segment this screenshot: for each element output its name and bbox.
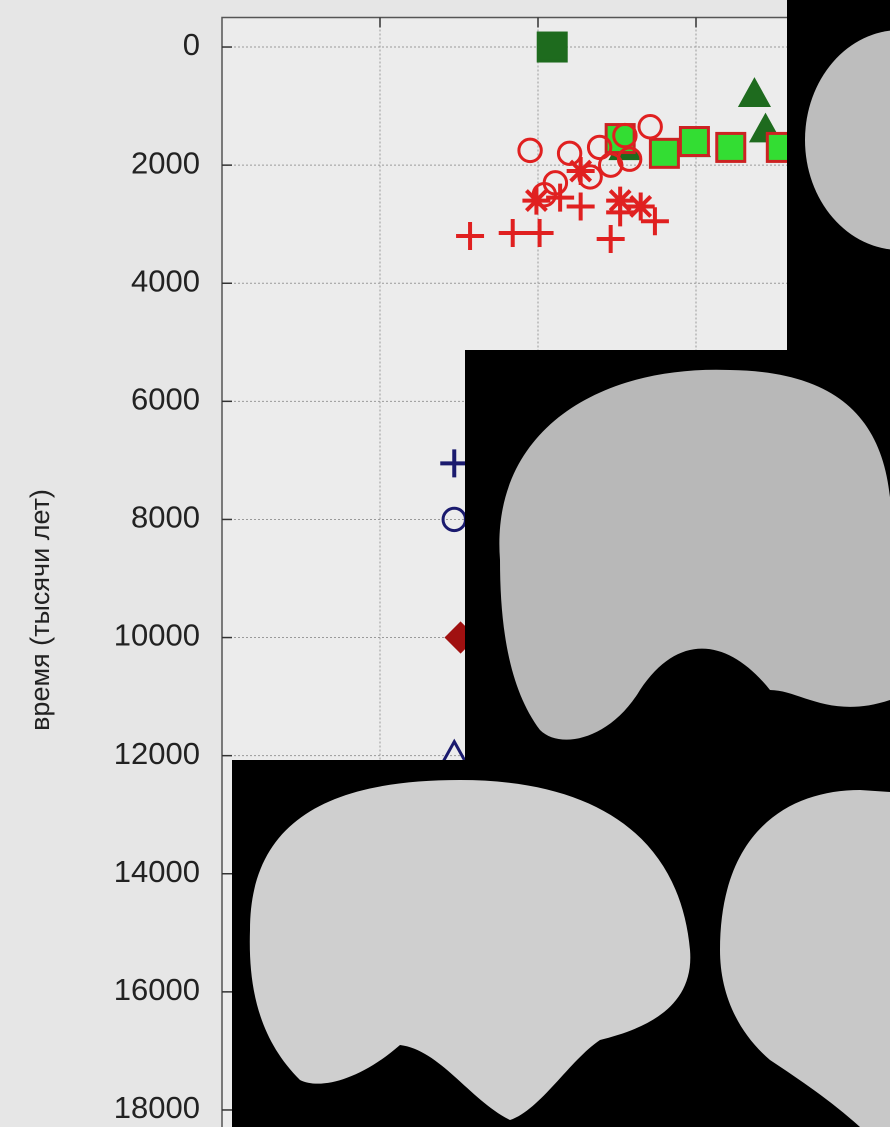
marker xyxy=(715,131,747,163)
marker xyxy=(648,137,680,169)
marker xyxy=(612,122,638,149)
marker xyxy=(606,198,635,227)
marker xyxy=(566,157,595,186)
marker xyxy=(640,207,669,236)
marker xyxy=(678,126,710,158)
marker xyxy=(440,449,469,478)
series xyxy=(536,31,568,63)
marker xyxy=(522,186,551,215)
series xyxy=(440,449,469,478)
y-tick-label: 16000 xyxy=(114,972,200,1007)
y-tick-label: 18000 xyxy=(114,1090,200,1125)
marker xyxy=(517,137,543,164)
marker xyxy=(737,77,772,107)
marker xyxy=(637,114,663,140)
marker xyxy=(525,219,554,248)
marker xyxy=(586,134,613,161)
y-tick-label: 6000 xyxy=(131,382,200,417)
marker xyxy=(596,224,625,253)
marker xyxy=(536,31,568,63)
skull-photo xyxy=(720,790,890,1127)
y-tick-label: 4000 xyxy=(131,263,200,298)
y-tick-label: 8000 xyxy=(131,500,200,535)
marker xyxy=(566,192,595,221)
marker xyxy=(456,221,485,250)
y-tick-label: 0 xyxy=(183,27,200,62)
skull-photo xyxy=(249,780,691,1120)
y-tick-label: 2000 xyxy=(131,145,200,180)
marker xyxy=(616,146,643,172)
y-tick-label: 12000 xyxy=(114,736,200,771)
marker xyxy=(498,219,527,248)
y-tick-label: 10000 xyxy=(114,618,200,653)
series xyxy=(456,183,669,253)
marker xyxy=(546,183,575,212)
skull-photo xyxy=(499,369,890,740)
marker xyxy=(626,192,655,221)
marker xyxy=(556,140,583,167)
photo-overlays xyxy=(232,0,890,1127)
y-tick-label: 14000 xyxy=(114,854,200,889)
skull-photo xyxy=(805,30,890,250)
y-axis-label: время (тысячи лет) xyxy=(25,489,55,731)
